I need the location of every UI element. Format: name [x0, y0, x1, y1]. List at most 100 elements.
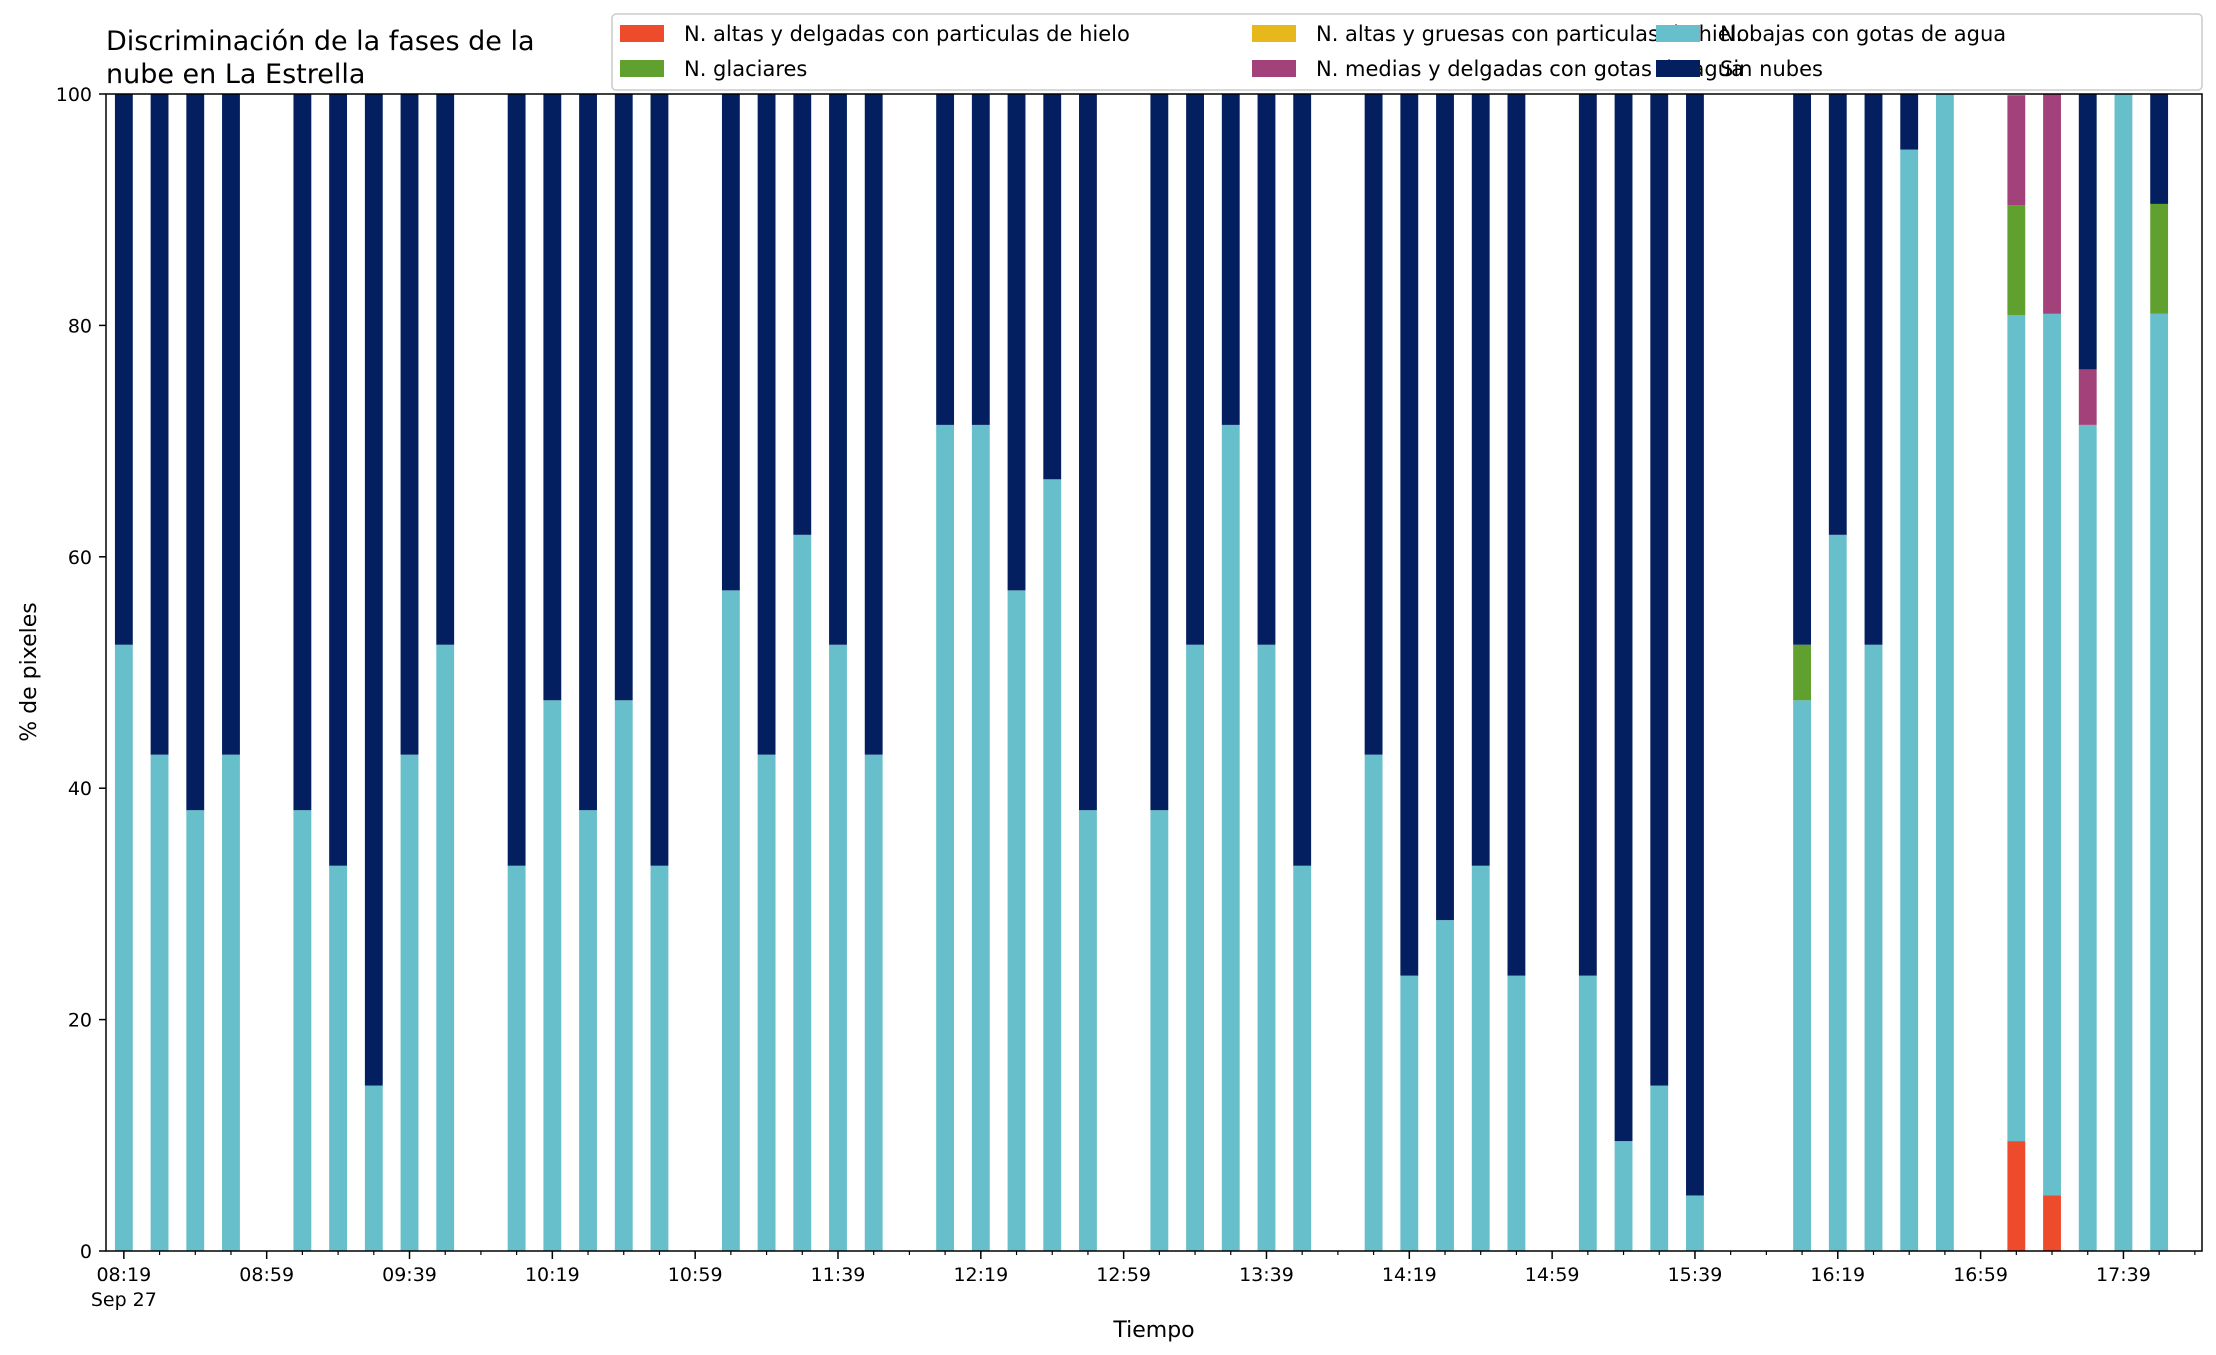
x-tick-label: 08:19 — [96, 1264, 151, 1286]
x-tick-label: 09:39 — [382, 1264, 437, 1286]
bar-segment-0839-series-5 — [186, 94, 205, 811]
bar-segment-1049-series-2 — [650, 865, 669, 1251]
x-tick-label: 10:19 — [525, 1264, 580, 1286]
bar-segment-1419-series-5 — [1400, 94, 1419, 976]
bar-segment-0909-series-5 — [293, 94, 312, 811]
bar-segment-1529-series-2 — [1650, 1085, 1669, 1251]
bar-segment-1309-series-2 — [1150, 810, 1169, 1251]
bar-segment-1719-series-0 — [2043, 1195, 2061, 1251]
y-axis-label: % de pixeles — [17, 602, 42, 741]
bar-segment-1519-series-2 — [1614, 1141, 1633, 1251]
bar-segment-1739-series-2 — [2114, 94, 2133, 1251]
bar-segment-1149-series-2 — [864, 754, 883, 1251]
bar-segment-0949-series-5 — [436, 94, 455, 645]
bar-segment-1419-series-2 — [1400, 975, 1419, 1251]
bar-segment-1449-series-2 — [1507, 975, 1526, 1251]
bar-segment-1349-series-5 — [1293, 94, 1312, 866]
bar-segment-1209-series-2 — [936, 424, 955, 1251]
bar-segment-1639-series-5 — [1900, 94, 1919, 150]
bar-segment-1339-series-2 — [1257, 644, 1276, 1251]
bar-segment-1109-series-5 — [721, 94, 740, 591]
bar-segment-0819-series-5 — [114, 94, 133, 645]
bar-segment-1009-series-5 — [507, 94, 526, 866]
x-tick-label: 13:39 — [1239, 1264, 1294, 1286]
legend-label-5: Sin nubes — [1720, 57, 1823, 81]
bar-segment-1019-series-2 — [543, 700, 562, 1251]
bar-segment-1709-series-0 — [2007, 1141, 2026, 1251]
bars-layer — [114, 94, 2169, 1252]
bar-segment-1409-series-5 — [1364, 94, 1383, 755]
bar-segment-1609-series-5 — [1793, 94, 1812, 645]
bar-segment-1519-series-5 — [1614, 94, 1633, 1142]
legend-frame — [611, 13, 2203, 91]
bar-segment-0839-series-2 — [186, 810, 205, 1251]
bar-segment-1629-series-2 — [1864, 644, 1883, 1251]
bar-segment-1709-series-2 — [2007, 314, 2026, 1142]
y-tick-label: 40 — [68, 778, 92, 800]
bar-segment-1029-series-2 — [579, 810, 597, 1251]
bar-segment-1109-series-2 — [721, 590, 740, 1251]
bar-segment-1629-series-5 — [1864, 94, 1883, 645]
bar-segment-1609-series-3 — [1793, 644, 1812, 701]
chart-title-line-1: Discriminación de la fases de la — [106, 26, 535, 57]
x-tick-label: 15:39 — [1668, 1264, 1723, 1286]
bar-segment-0919-series-5 — [329, 94, 348, 866]
bar-segment-1429-series-2 — [1436, 920, 1454, 1251]
bar-segment-1239-series-5 — [1043, 94, 1062, 480]
bar-segment-1619-series-2 — [1828, 534, 1847, 1251]
bar-segment-1429-series-5 — [1436, 94, 1454, 921]
bar-segment-1749-series-2 — [2150, 313, 2169, 1252]
bar-segment-1639-series-2 — [1900, 149, 1919, 1251]
bar-segment-1219-series-5 — [971, 94, 990, 425]
legend-label-2: N. bajas con gotas de agua — [1720, 22, 2006, 46]
legend-swatch-2 — [1656, 25, 1700, 42]
bar-segment-0949-series-2 — [436, 644, 455, 1251]
x-axis: 08:19 08:59 09:39 10:19 10:59 11:39 12:19 12:59… — [91, 1251, 2196, 1311]
bar-segment-1229-series-5 — [1007, 94, 1026, 591]
x-tick-label: 17:39 — [2096, 1264, 2151, 1286]
x-tick-label: 16:59 — [1953, 1264, 2008, 1286]
bar-segment-1149-series-5 — [864, 94, 883, 755]
x-axis-label: Tiempo — [1112, 1318, 1194, 1343]
bar-segment-1439-series-5 — [1471, 94, 1490, 866]
bar-segment-1309-series-5 — [1150, 94, 1169, 811]
bar-segment-1729-series-2 — [2078, 424, 2097, 1251]
bar-segment-1239-series-2 — [1043, 479, 1062, 1251]
bar-segment-1409-series-2 — [1364, 754, 1383, 1251]
bar-segment-1329-series-5 — [1221, 94, 1240, 425]
x-tick-label: 08:59 — [239, 1264, 294, 1286]
bar-segment-1339-series-5 — [1257, 94, 1276, 645]
bar-segment-1119-series-2 — [757, 754, 776, 1251]
y-tick-label: 100 — [56, 84, 92, 106]
x-tick-label: 10:59 — [668, 1264, 723, 1286]
x-date-label: Sep 27 — [91, 1289, 157, 1311]
bar-segment-0819-series-2 — [114, 644, 133, 1251]
bar-segment-1229-series-2 — [1007, 590, 1026, 1251]
bar-segment-1619-series-5 — [1828, 94, 1847, 535]
legend-label-0: N. altas y delgadas con particulas de hi… — [684, 22, 1130, 46]
bar-segment-1209-series-5 — [936, 94, 955, 425]
bar-segment-1529-series-5 — [1650, 94, 1669, 1086]
legend-label-3: N. glaciares — [684, 57, 807, 81]
bar-segment-0849-series-5 — [222, 94, 240, 755]
bar-segment-0829-series-2 — [150, 754, 169, 1251]
bar-segment-1539-series-2 — [1686, 1195, 1704, 1251]
bar-segment-1139-series-2 — [829, 644, 847, 1251]
bar-segment-0939-series-5 — [400, 94, 419, 755]
chart-title-line-2: nube en La Estrella — [106, 59, 365, 90]
bar-segment-1349-series-2 — [1293, 865, 1312, 1251]
bar-segment-1449-series-5 — [1507, 94, 1526, 976]
bar-segment-1249-series-2 — [1079, 810, 1097, 1251]
bar-segment-0929-series-5 — [364, 94, 383, 1086]
bar-segment-1729-series-4 — [2078, 369, 2097, 425]
bar-segment-0929-series-2 — [364, 1085, 383, 1251]
bar-segment-1319-series-2 — [1186, 644, 1204, 1251]
legend-swatch-4 — [1252, 60, 1296, 77]
legend-swatch-0 — [620, 25, 664, 42]
y-tick-label: 60 — [68, 547, 92, 569]
x-tick-label: 14:19 — [1382, 1264, 1437, 1286]
y-tick-label: 20 — [68, 1010, 92, 1032]
x-tick-label: 11:39 — [811, 1264, 866, 1286]
legend-swatch-1 — [1252, 25, 1296, 42]
legend-swatch-5 — [1656, 60, 1700, 77]
